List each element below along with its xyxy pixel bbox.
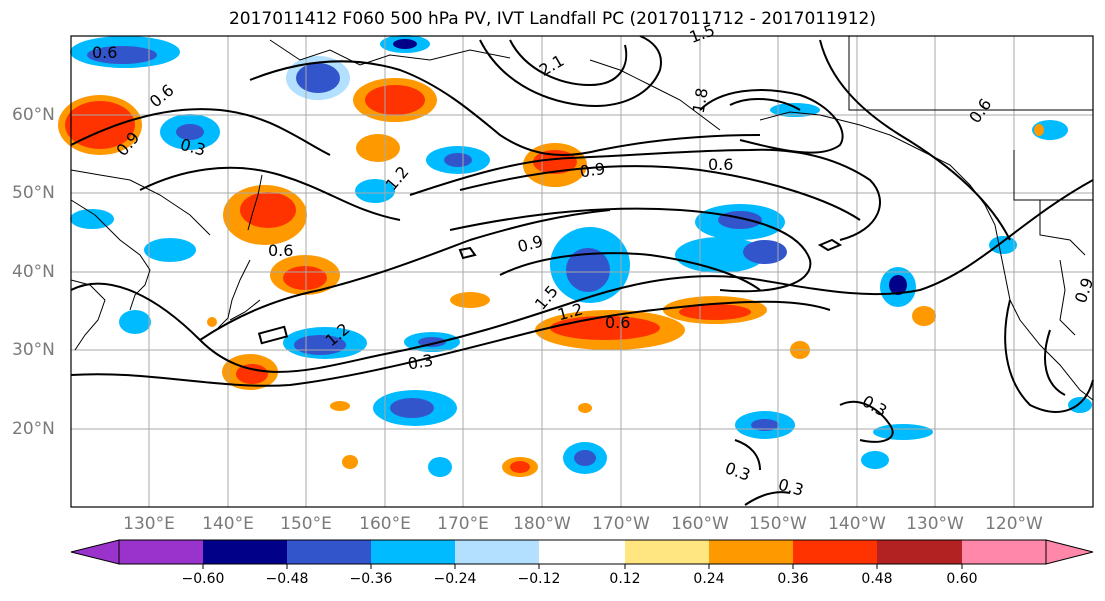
- shade-blob: [240, 192, 296, 228]
- shade-blob: [566, 248, 610, 292]
- shade-blob: [1034, 124, 1044, 136]
- lon-label: 150°W: [749, 514, 807, 534]
- colorbar-tick-label: −0.60: [181, 571, 225, 587]
- shade-blob: [578, 403, 592, 413]
- map-frame: [70, 35, 1094, 508]
- contour-label: 2.1: [536, 51, 568, 80]
- contour-label: 0.6: [146, 80, 178, 111]
- colorbar-tick-label: 0.48: [861, 571, 893, 587]
- contour-label: 0.6: [708, 155, 733, 174]
- lon-label: 160°W: [671, 514, 729, 534]
- colorbar-tick-label: 0.60: [946, 571, 978, 587]
- pv-contours: [70, 35, 1094, 506]
- colorbar-tick-label: −0.12: [517, 571, 561, 587]
- colorbar-tick-label: 0.36: [777, 571, 809, 587]
- lon-label: 120°W: [985, 514, 1043, 534]
- shade-blob: [574, 450, 596, 466]
- contour-label: 0.3: [859, 391, 891, 420]
- shade-blob: [365, 85, 425, 115]
- shade-blob: [296, 63, 340, 93]
- contour-label: 0.6: [965, 95, 995, 127]
- shade-blob: [428, 457, 452, 477]
- shade-blob: [390, 398, 434, 418]
- shade-blob: [356, 134, 400, 162]
- shade-blob: [342, 455, 358, 469]
- shade-blob: [679, 304, 751, 320]
- colorbar-tick-label: −0.48: [265, 571, 309, 587]
- lon-label: 180°W: [513, 514, 571, 534]
- shade-blob: [70, 209, 114, 229]
- shade-blob: [1068, 397, 1092, 413]
- shade-blob: [912, 306, 936, 326]
- lon-label: 160°E: [359, 514, 411, 534]
- shade-blob: [889, 275, 907, 295]
- shade-blob: [119, 310, 151, 334]
- lat-label: 40°N: [12, 262, 55, 282]
- shade-blob: [283, 266, 327, 290]
- shade-blob: [144, 238, 196, 262]
- shade-blob: [176, 124, 204, 140]
- contour-label: 0.9: [515, 231, 545, 256]
- contour-label: 0.6: [605, 313, 630, 332]
- shade-blob: [418, 337, 446, 347]
- contour-label: 1.8: [689, 86, 712, 114]
- lat-label: 30°N: [12, 340, 55, 360]
- shade-blob: [989, 236, 1017, 254]
- plot-title: 2017011412 F060 500 hPa PV, IVT Landfall…: [228, 9, 876, 29]
- shade-blob: [510, 461, 530, 473]
- shade-blob: [873, 424, 933, 440]
- lon-label: 170°E: [437, 514, 489, 534]
- shade-blob: [87, 46, 157, 64]
- shade-blob: [330, 401, 350, 411]
- lon-label: 150°E: [280, 514, 332, 534]
- lon-label: 140°W: [828, 514, 886, 534]
- shade-blob: [207, 317, 217, 327]
- shade-blob: [236, 364, 268, 384]
- lon-label: 130°E: [123, 514, 175, 534]
- lon-label: 140°E: [202, 514, 254, 534]
- contour-label: 0.6: [92, 43, 117, 62]
- lon-label: 130°W: [906, 514, 964, 534]
- contour-label: 0.3: [406, 350, 434, 373]
- shade-blob: [65, 101, 135, 149]
- graticule: [71, 36, 1093, 507]
- shade-blob: [393, 39, 417, 49]
- pv-shading: [58, 35, 1092, 477]
- shade-blob: [743, 240, 787, 264]
- colorbar-tick-label: 0.12: [609, 571, 641, 587]
- contour-label: 1.5: [687, 20, 717, 47]
- lat-label: 50°N: [12, 183, 55, 203]
- contour-label: 0.3: [723, 458, 753, 485]
- lon-label: 170°W: [592, 514, 650, 534]
- shade-blob: [751, 419, 779, 431]
- lat-label: 20°N: [12, 419, 55, 439]
- colorbar-tick-label: −0.36: [349, 571, 393, 587]
- shade-blob: [450, 292, 490, 308]
- shade-blob: [444, 153, 472, 167]
- colorbar-tick-label: 0.24: [693, 571, 725, 587]
- shade-blob: [533, 150, 577, 174]
- shade-blob: [718, 211, 762, 229]
- lat-label: 60°N: [12, 105, 55, 125]
- contour-label: 0.6: [268, 241, 293, 260]
- shade-blob: [861, 451, 889, 469]
- contour-label: 0.3: [776, 475, 806, 500]
- contour-label: 0.9: [579, 159, 607, 181]
- colorbar-tick-label: −0.24: [433, 571, 477, 587]
